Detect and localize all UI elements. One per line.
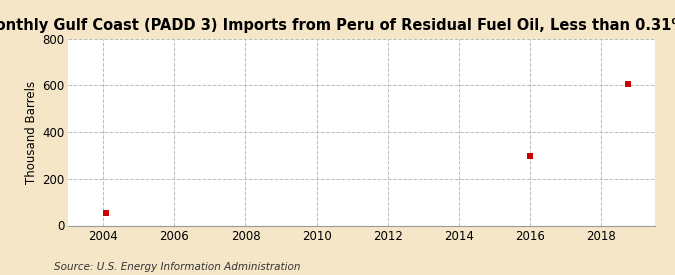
Point (622, 81, 633, 86)
Title: Monthly Gulf Coast (PADD 3) Imports from Peru of Residual Fuel Oil, Less than 0.: Monthly Gulf Coast (PADD 3) Imports from… (0, 18, 675, 33)
Point (101, 211, 111, 216)
Text: Source: U.S. Energy Information Administration: Source: U.S. Energy Information Administ… (54, 262, 300, 272)
Y-axis label: Thousand Barrels: Thousand Barrels (25, 80, 38, 184)
Point (524, 154, 535, 158)
